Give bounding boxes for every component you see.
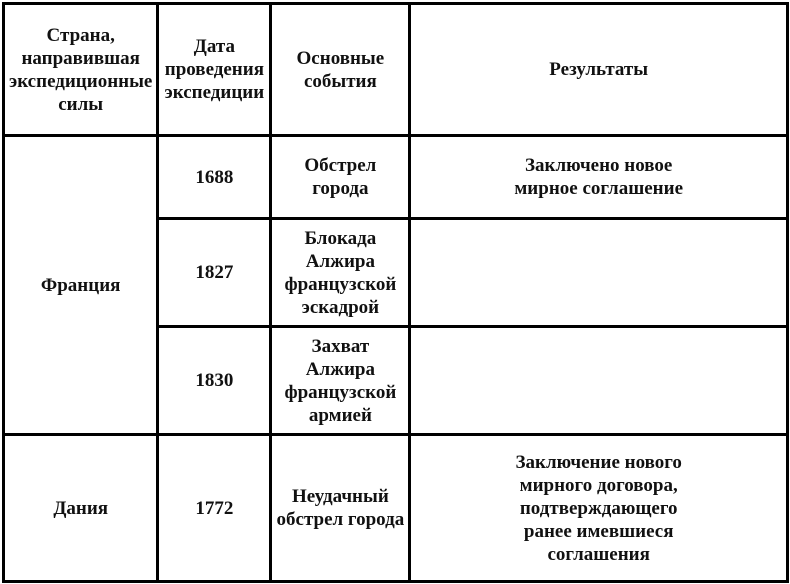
country-cell: Дания <box>1 433 160 583</box>
header-events: Основные события <box>269 2 412 137</box>
result-cell: Заключение нового мирного договора, подт… <box>408 433 789 583</box>
country-cell: Франция <box>1 134 160 436</box>
header-results: Результаты <box>408 2 789 137</box>
table-row: 1827 Блокада Алжира французской эскадрой <box>4 217 789 328</box>
date-cell: 1827 <box>156 217 273 328</box>
events-cell: Блокада Алжира французской эскадрой <box>269 217 412 328</box>
date-cell: 1688 <box>156 134 273 220</box>
date-cell: 1772 <box>156 433 273 583</box>
header-row: Страна, направившая экспедиционные силы … <box>1 2 789 137</box>
events-cell: Обстрел города <box>269 134 412 220</box>
date-cell: 1830 <box>156 325 273 436</box>
events-cell: Захват Алжира французской армией <box>269 325 412 436</box>
events-cell: Неудачный обстрел города <box>269 433 412 583</box>
table-row: Дания 1772 Неудачный обстрел города Закл… <box>1 433 789 583</box>
table-row: Франция 1688 Обстрел города Заключено но… <box>1 134 789 436</box>
result-cell: Заключено новое мирное соглашение <box>408 134 789 220</box>
header-date: Дата проведения экспедиции <box>156 2 273 137</box>
table-row: 1830 Захват Алжира французской армией <box>4 325 789 436</box>
header-country: Страна, направившая экспедиционные силы <box>1 2 160 137</box>
result-cell <box>408 325 789 436</box>
result-cell <box>408 217 789 328</box>
